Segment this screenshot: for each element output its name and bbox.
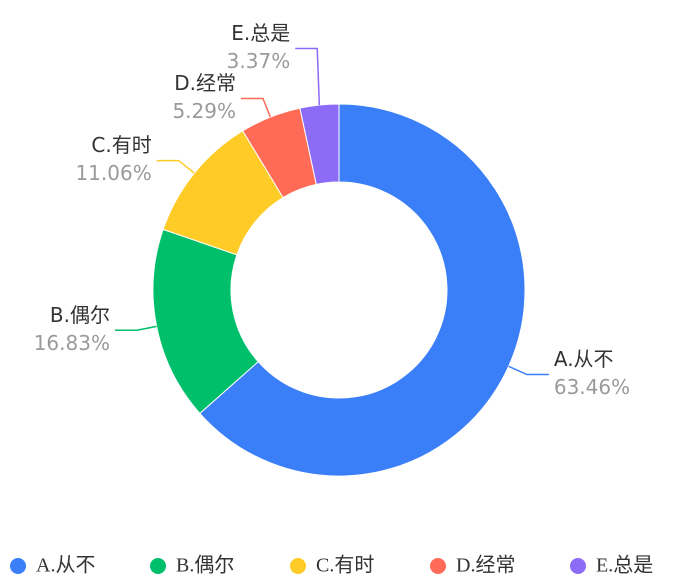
legend-marker <box>430 558 446 574</box>
slice-value: 11.06% <box>75 161 151 185</box>
slice-label: A.从不 <box>554 347 614 371</box>
slice-label: E.总是 <box>231 21 290 45</box>
legend-marker <box>570 558 586 574</box>
legend-label: C.有时 <box>316 554 374 577</box>
legend-label: D.经常 <box>456 554 515 577</box>
leader-line <box>114 325 157 332</box>
legend-label: E.总是 <box>596 554 653 577</box>
leader-line <box>508 365 549 376</box>
legend-label: A.从不 <box>36 555 95 577</box>
slice-value: 16.83% <box>34 331 110 355</box>
legend-marker <box>290 558 306 574</box>
leader-line <box>295 47 321 106</box>
legend-marker <box>10 558 26 574</box>
leader-line <box>156 159 195 174</box>
slice-label: D.经常 <box>174 71 236 95</box>
legend-label: B.偶尔 <box>176 554 234 577</box>
slice-value: 63.46% <box>554 375 630 399</box>
leader-line <box>240 97 272 118</box>
slice-label: C.有时 <box>91 133 151 157</box>
donut-slice <box>199 103 526 477</box>
donut-slice <box>299 103 340 186</box>
slice-value: 3.37% <box>227 49 291 73</box>
slice-label: B.偶尔 <box>50 303 110 327</box>
legend-marker <box>150 558 166 574</box>
slice-value: 5.29% <box>172 99 236 123</box>
